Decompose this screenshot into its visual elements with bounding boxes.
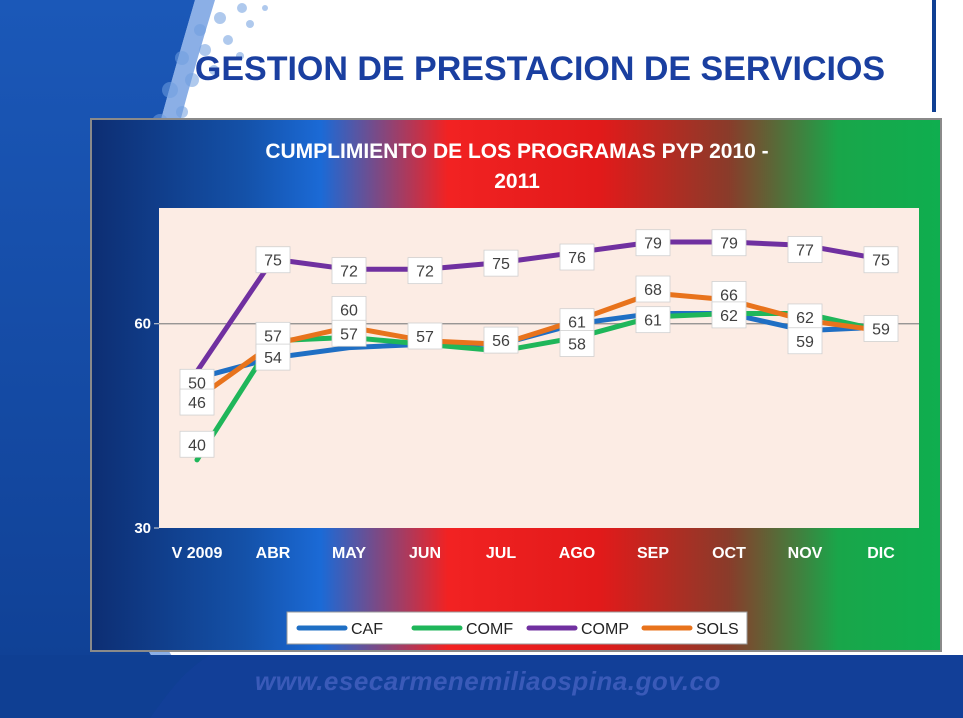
chart-title-line2: 2011 <box>494 170 540 193</box>
x-tick-label: JUL <box>486 545 516 562</box>
legend-label-comf: COMF <box>466 621 513 638</box>
data-label: 61 <box>644 313 662 330</box>
data-label-box <box>331 296 367 323</box>
data-label-box <box>711 229 747 257</box>
data-label: 46 <box>188 395 206 412</box>
x-tick-label: MAY <box>332 545 366 562</box>
data-label: 66 <box>720 287 738 304</box>
data-label: 72 <box>340 264 358 281</box>
chart-container: CUMPLIMIENTO DE LOS PROGRAMAS PYP 2010 -… <box>90 118 942 652</box>
series-line-comf <box>194 311 884 463</box>
data-label-box <box>787 327 823 355</box>
data-label: 61 <box>568 315 586 332</box>
chart-title-line1: CUMPLIMIENTO DE LOS PROGRAMAS PYP 2010 - <box>265 140 768 163</box>
bottom-band-curve <box>150 655 963 718</box>
line-chart: CUMPLIMIENTO DE LOS PROGRAMAS PYP 2010 -… <box>134 140 919 645</box>
x-tick-label: JUN <box>409 545 441 562</box>
data-label: 50 <box>188 375 206 392</box>
data-label: 75 <box>872 253 890 270</box>
data-label: 79 <box>644 236 662 253</box>
x-tick-label: SEP <box>637 545 669 562</box>
x-tick-label: V 2009 <box>172 545 223 562</box>
data-label: 59 <box>872 322 890 339</box>
x-tick-label: ABR <box>256 545 291 562</box>
data-label: 57 <box>264 328 282 345</box>
legend-label-sols: SOLS <box>696 621 739 638</box>
data-label-box <box>711 301 747 329</box>
data-label: 72 <box>416 264 434 281</box>
data-label-box <box>179 388 215 416</box>
data-label: 62 <box>720 308 738 325</box>
data-label: 56 <box>492 333 510 350</box>
series-line-comp <box>194 239 884 374</box>
data-label: 75 <box>264 253 282 270</box>
data-label-box <box>635 306 671 334</box>
data-label: 68 <box>644 282 662 299</box>
y-tick-label: 60 <box>134 316 151 333</box>
data-label-box <box>483 249 519 277</box>
data-label-box <box>331 319 367 347</box>
legend-label-caf: CAF <box>351 621 383 638</box>
x-tick-label: DIC <box>867 545 895 562</box>
data-label: 79 <box>720 236 738 253</box>
data-label: 58 <box>568 336 586 353</box>
data-label: 40 <box>188 437 206 454</box>
data-label: 62 <box>796 310 814 327</box>
data-label-box <box>559 330 595 357</box>
data-label-box <box>863 246 899 274</box>
data-label-box <box>635 275 671 303</box>
data-label-box <box>407 257 443 285</box>
series-line-sols <box>194 290 884 402</box>
slide-heading: GESTION DE PRESTACION DE SERVICIOS <box>194 50 886 88</box>
data-label: 76 <box>568 250 586 267</box>
data-label: 57 <box>416 329 434 346</box>
data-label-box <box>407 322 443 350</box>
x-tick-label: AGO <box>559 545 595 562</box>
data-label: 59 <box>796 334 814 351</box>
data-label-box <box>635 229 671 257</box>
data-label-box <box>255 343 291 371</box>
data-label: 75 <box>492 256 510 273</box>
data-label-box <box>179 430 215 458</box>
data-label-box <box>787 236 823 263</box>
data-label: 77 <box>796 243 814 260</box>
footer-website-url[interactable]: www.esecarmenemiliaospina.gov.co <box>255 666 721 696</box>
legend-label-comp: COMP <box>581 621 629 638</box>
data-label-box <box>863 315 899 342</box>
x-tick-label: NOV <box>788 545 823 562</box>
y-tick-label: 30 <box>134 520 151 537</box>
right-divider <box>932 0 936 112</box>
data-label-box <box>331 257 367 285</box>
data-label-box <box>255 246 291 274</box>
data-label-box <box>559 243 595 271</box>
data-label: 54 <box>264 350 282 367</box>
x-tick-label: OCT <box>712 545 746 562</box>
data-label-box <box>483 326 519 354</box>
data-label: 57 <box>340 326 358 343</box>
data-label: 60 <box>340 302 358 319</box>
